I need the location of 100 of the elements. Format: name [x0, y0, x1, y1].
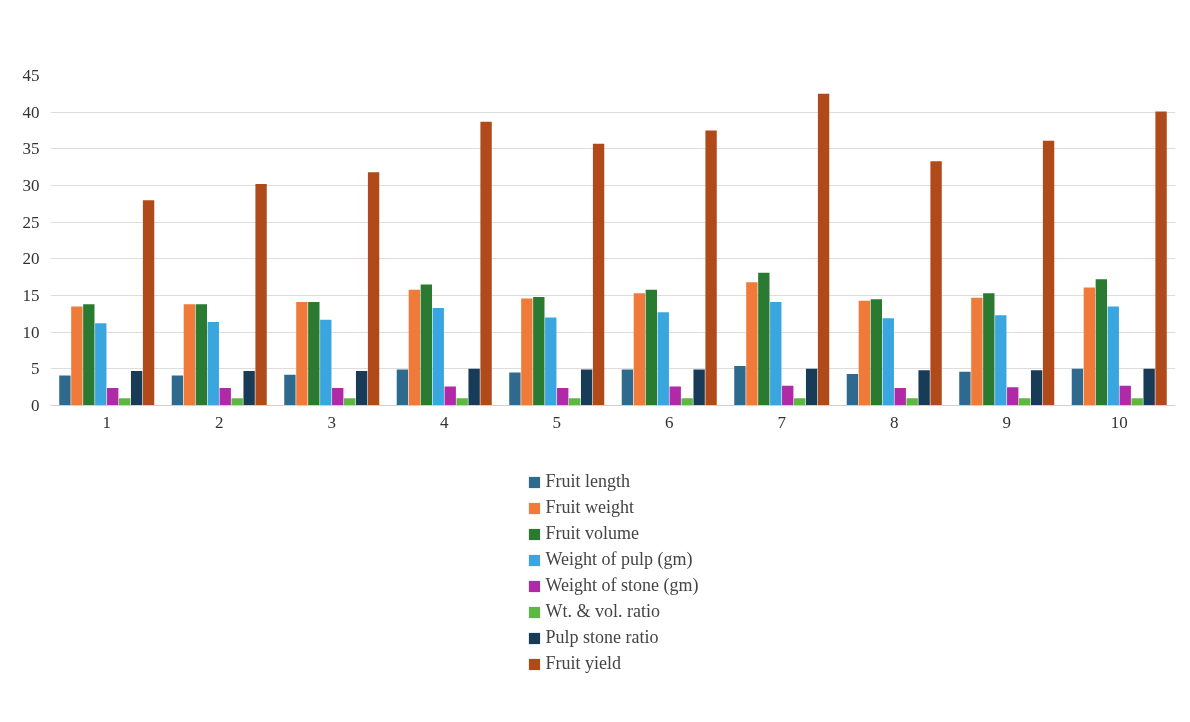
bar: [669, 386, 681, 406]
legend-label: Fruit yield: [545, 652, 621, 675]
bar: [569, 398, 581, 406]
bar: [456, 398, 468, 406]
bar: [207, 321, 219, 406]
y-tick-label: 10: [22, 322, 40, 342]
bar: [705, 130, 717, 406]
bar: [71, 306, 83, 406]
bar: [408, 289, 421, 406]
bar: [396, 369, 409, 406]
bar: [971, 297, 983, 406]
bar: [882, 318, 894, 406]
bar: [693, 369, 705, 406]
bar: [1107, 306, 1119, 406]
bar: [83, 304, 95, 406]
bar: [1007, 387, 1019, 406]
y-tick-label: 30: [22, 176, 40, 195]
bar: [344, 398, 356, 406]
legend-label: Weight of stone (gm): [545, 574, 699, 597]
bar: [633, 293, 646, 406]
bar: [1042, 140, 1055, 406]
legend-label: Fruit weight: [545, 496, 634, 519]
bar: [918, 370, 930, 406]
bar: [681, 398, 693, 406]
bar: [906, 398, 918, 406]
bar: [858, 300, 871, 406]
bar: [1083, 287, 1096, 406]
bar: [95, 323, 107, 406]
x-tick-label: 10: [1110, 412, 1128, 432]
bar: [894, 387, 906, 406]
bar: [758, 272, 770, 406]
y-tick-label: 15: [22, 286, 40, 305]
bar: [432, 307, 444, 406]
bar: [557, 387, 569, 406]
x-tick-label: 2: [215, 412, 224, 432]
x-tick-label: 7: [777, 412, 787, 432]
bar: [959, 371, 971, 406]
bar: [231, 398, 243, 406]
bar: [1071, 368, 1084, 406]
bar: [794, 398, 806, 406]
y-tick-label: 45: [22, 66, 40, 85]
bar: [533, 296, 545, 406]
bar: [468, 368, 480, 406]
bar: [1155, 111, 1167, 406]
bar: [846, 373, 859, 406]
x-tick-label: 1: [102, 412, 111, 432]
bar: [995, 315, 1007, 406]
bar: [107, 387, 119, 406]
x-tick-label: 8: [890, 412, 899, 432]
bar: [195, 304, 207, 406]
legend-label: Fruit length: [545, 470, 630, 493]
bar: [367, 172, 380, 406]
bar: [592, 143, 605, 406]
y-tick-label: 25: [22, 212, 40, 232]
legend-label: Fruit volume: [545, 522, 639, 545]
y-tick-label: 5: [31, 359, 40, 379]
bar: [219, 387, 231, 406]
bar: [621, 369, 634, 406]
bar: [171, 375, 184, 406]
bar: [1030, 370, 1043, 406]
y-tick-label: 20: [22, 249, 40, 269]
bar: [444, 386, 456, 406]
bar: [805, 368, 818, 406]
bar: [1143, 368, 1155, 406]
bar: [1119, 385, 1131, 406]
x-tick-label: 5: [552, 412, 561, 432]
legend-label: Pulp stone ratio: [545, 626, 659, 649]
bar: [509, 372, 521, 406]
bar: [183, 304, 196, 406]
bar: [580, 369, 593, 406]
x-tick-label: 4: [440, 412, 449, 432]
bar: [59, 375, 71, 406]
bar: [255, 184, 267, 406]
bar: [734, 365, 746, 406]
y-tick-label: 35: [22, 139, 40, 159]
bar: [817, 93, 830, 406]
x-tick-label: 6: [665, 412, 674, 432]
x-tick-label: 9: [1002, 412, 1011, 432]
bar: [983, 293, 995, 406]
bar: [296, 302, 308, 406]
bar: [243, 371, 255, 406]
y-tick-label: 0: [31, 396, 40, 415]
bar: [119, 398, 131, 406]
bar: [782, 385, 794, 406]
bar: [130, 371, 143, 406]
bar: [1131, 398, 1143, 406]
bar: [645, 289, 657, 406]
legend-label: Weight of pulp (gm): [545, 548, 693, 571]
bar: [1019, 398, 1031, 406]
bar: [332, 387, 344, 406]
bar: [480, 121, 492, 406]
bar: [355, 371, 368, 406]
x-tick-label: 3: [327, 412, 336, 432]
bar: [420, 284, 432, 406]
bar: [1095, 279, 1107, 406]
y-tick-label: 40: [22, 102, 40, 122]
bar: [770, 302, 782, 406]
bar: [142, 200, 155, 406]
legend-label: Wt. & vol. ratio: [545, 600, 660, 623]
bar: [308, 302, 320, 406]
